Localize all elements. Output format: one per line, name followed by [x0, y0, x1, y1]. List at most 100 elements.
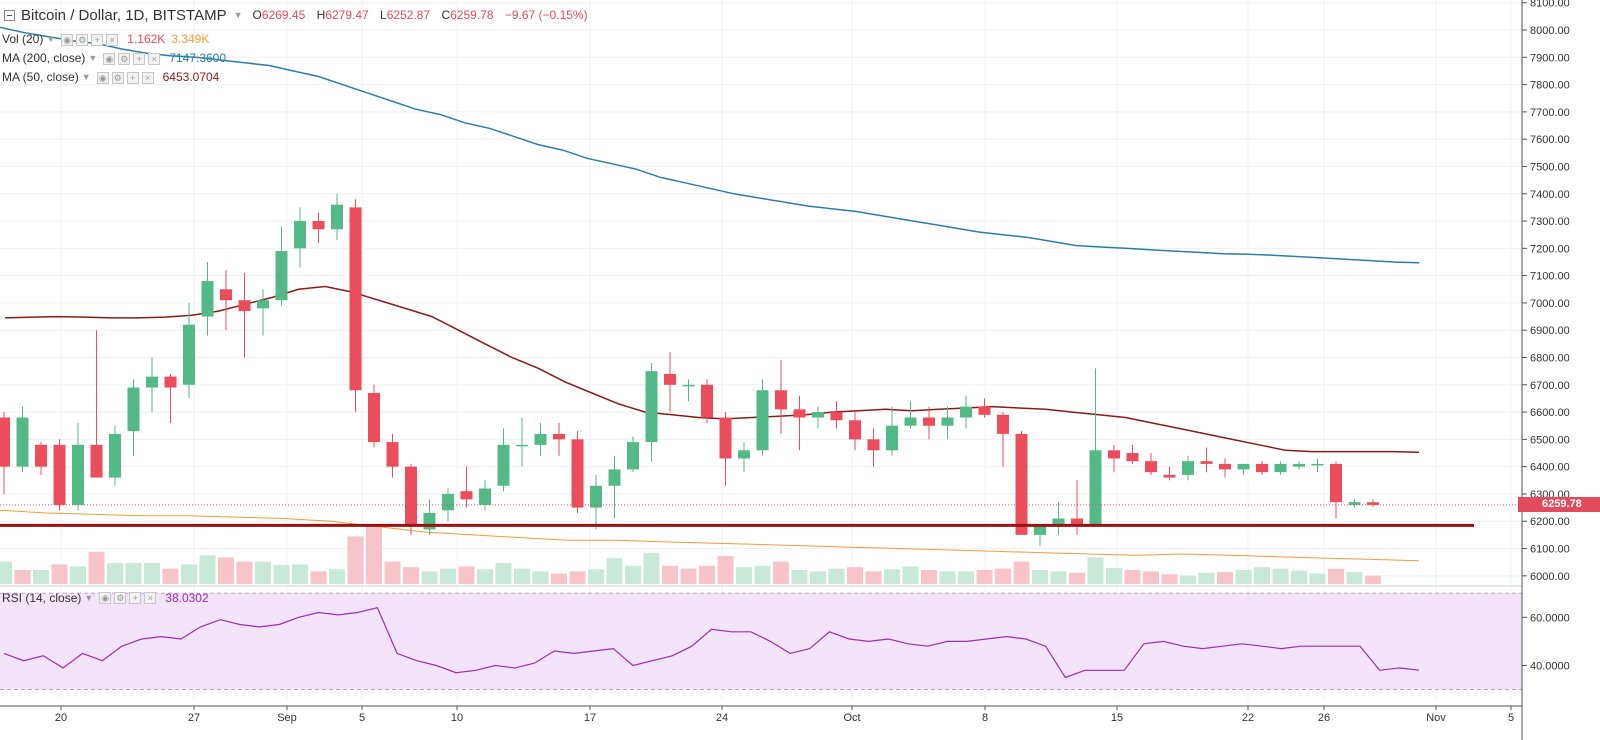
indicator-row: MA (50, close) ▼ ◉ ⚙ + × 6453.0704	[0, 68, 596, 87]
open-value: 6269.45	[261, 7, 306, 22]
candle-body	[16, 417, 29, 467]
eye-icon[interactable]: ◉	[99, 592, 112, 604]
chevron-down-icon[interactable]: ▼	[233, 9, 243, 20]
volume-bar	[828, 568, 845, 584]
volume-bar	[273, 565, 290, 584]
indicator-label: MA (200, close)	[2, 51, 86, 65]
indicator-value: 3.349K	[171, 32, 210, 46]
price-tick-label: 8100.00	[1530, 0, 1570, 10]
plus-icon[interactable]: +	[126, 71, 139, 84]
eye-icon[interactable]: ◉	[103, 52, 116, 65]
candle-body	[516, 444, 528, 447]
price-tick-label: 6000.00	[1530, 571, 1570, 583]
candle-body	[571, 439, 584, 508]
volume-bars	[0, 526, 1381, 584]
open-label: O	[252, 7, 262, 22]
candle-body	[867, 439, 880, 451]
volume-bar	[514, 568, 530, 584]
last-price-tag: 6259.78	[1518, 497, 1600, 513]
candle-body	[368, 392, 380, 443]
candle-body	[590, 485, 602, 508]
candle-body	[405, 466, 417, 527]
volume-bar	[958, 571, 974, 584]
volume-bar	[0, 561, 12, 584]
volume-bar	[662, 565, 678, 584]
close-icon[interactable]: ×	[106, 33, 119, 46]
rsi-legend: RSI (14, close) ▼ ◉ ⚙ + × 38.0302	[0, 591, 209, 605]
volume-bar	[921, 570, 937, 584]
indicator-label: Vol (20)	[2, 32, 44, 46]
candle-body	[738, 450, 750, 459]
candle-body	[1182, 461, 1194, 475]
symbol-row: Bitcoin / Dollar, 1D, BITSTAMP ▼ O6269.4…	[0, 0, 596, 30]
gear-icon[interactable]: ⚙	[118, 52, 131, 65]
volume-bar	[1272, 568, 1289, 584]
volume-bar	[310, 571, 327, 584]
eye-icon[interactable]: ◉	[61, 33, 74, 46]
volume-bar	[1050, 571, 1067, 584]
candle-body	[479, 488, 491, 505]
volume-bar	[680, 568, 697, 584]
rsi-line	[3, 606, 1420, 679]
chart-legend: Bitcoin / Dollar, 1D, BITSTAMP ▼ O6269.4…	[0, 0, 596, 87]
rsi-tick-label: 60.0000	[1530, 612, 1570, 624]
time-tick-label: 17	[584, 712, 596, 724]
close-icon[interactable]: ×	[148, 52, 161, 65]
plus-icon[interactable]: +	[133, 52, 146, 65]
gear-icon[interactable]: ⚙	[114, 592, 127, 604]
candle-body	[1126, 453, 1139, 462]
candle-body	[719, 417, 732, 459]
price-tick-label: 7600.00	[1530, 134, 1570, 146]
price-tick-label: 8000.00	[1530, 25, 1570, 37]
price-tick-label: 6500.00	[1530, 434, 1570, 446]
collapse-icon[interactable]	[4, 9, 15, 21]
gear-icon[interactable]: ⚙	[76, 33, 89, 46]
volume-bar	[643, 553, 660, 584]
volume-bar	[1346, 572, 1363, 584]
volume-bar	[1291, 570, 1307, 584]
chevron-down-icon[interactable]: ▼	[46, 34, 56, 44]
chevron-down-icon[interactable]: ▼	[84, 593, 94, 603]
volume-bar	[1013, 561, 1030, 584]
close-icon[interactable]: ×	[141, 71, 154, 84]
candle-body	[146, 376, 158, 388]
plus-icon[interactable]: +	[129, 592, 142, 604]
volume-bar	[218, 557, 234, 584]
candle-body	[793, 409, 806, 418]
close-icon[interactable]: ×	[144, 592, 157, 604]
volume-bar	[1032, 570, 1048, 584]
candle-body	[904, 417, 917, 426]
eye-icon[interactable]: ◉	[96, 71, 109, 84]
volume-bar	[1235, 570, 1252, 584]
low-value: 6252.87	[386, 7, 431, 22]
candle-body	[1108, 450, 1120, 459]
candle-body	[1052, 518, 1065, 524]
volume-bar	[477, 569, 493, 584]
indicator-value: 1.162K	[127, 32, 166, 46]
chevron-down-icon[interactable]: ▼	[88, 53, 98, 63]
rsi-pane	[0, 585, 1600, 691]
candle-body	[664, 373, 676, 385]
candle-body	[645, 371, 658, 443]
candle-body	[183, 324, 195, 385]
volume-bar	[902, 566, 919, 584]
low-label: L	[380, 7, 387, 22]
price-tick-label: 6200.00	[1530, 516, 1570, 528]
candle-body	[460, 491, 473, 500]
plus-icon[interactable]: +	[91, 33, 104, 46]
price-tick-label: 7300.00	[1530, 216, 1570, 228]
candle-body	[960, 406, 972, 418]
time-tick-label: 15	[1111, 712, 1123, 724]
candle-body	[682, 384, 695, 387]
price-axis-bg	[1522, 0, 1600, 740]
volume-bar	[588, 569, 604, 584]
chevron-down-icon[interactable]: ▼	[81, 72, 91, 82]
volume-bar	[532, 571, 549, 584]
symbol-title: Bitcoin / Dollar, 1D, BITSTAMP	[21, 6, 227, 24]
candle-body	[386, 442, 399, 467]
rsi-band	[0, 593, 1522, 690]
volume-bar	[125, 563, 142, 584]
gear-icon[interactable]: ⚙	[111, 71, 124, 84]
volume-bar	[865, 571, 882, 584]
